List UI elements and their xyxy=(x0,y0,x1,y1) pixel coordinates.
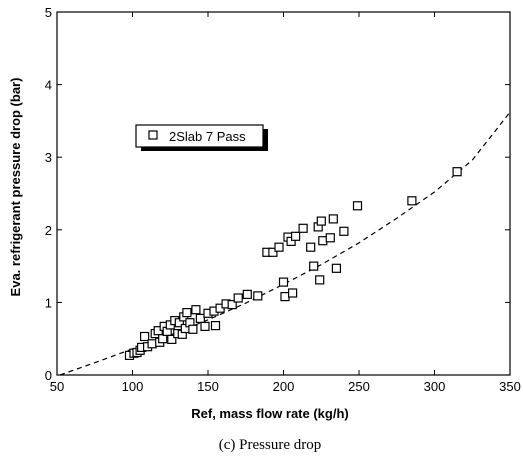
y-axis-label: Eva. refrigerant pressure drop (bar) xyxy=(8,78,23,297)
x-tick-label: 350 xyxy=(499,379,521,394)
data-point xyxy=(291,231,301,241)
data-point xyxy=(182,308,192,318)
data-point xyxy=(233,293,243,303)
y-tick-label: 0 xyxy=(45,368,52,383)
legend-box xyxy=(135,124,264,148)
y-tick-label: 4 xyxy=(45,78,52,93)
y-tick-label: 2 xyxy=(45,223,52,238)
y-tick-label: 5 xyxy=(45,5,52,20)
data-point xyxy=(253,291,263,301)
data-point xyxy=(147,339,157,349)
data-point xyxy=(227,300,237,310)
x-tick-label: 150 xyxy=(197,379,219,394)
data-point xyxy=(195,313,205,323)
plot-border xyxy=(56,11,511,376)
data-point xyxy=(339,226,349,236)
data-point xyxy=(315,275,325,285)
data-point xyxy=(352,201,363,211)
data-point xyxy=(325,233,335,243)
x-tick-label: 250 xyxy=(348,379,370,394)
x-tick-label: 50 xyxy=(50,379,64,394)
x-tick-label: 300 xyxy=(424,379,446,394)
data-point xyxy=(331,263,341,273)
data-point xyxy=(167,334,177,344)
data-point xyxy=(191,305,201,315)
data-point xyxy=(452,167,462,177)
figure-caption: (c) Pressure drop xyxy=(219,437,321,453)
data-point xyxy=(288,288,298,298)
fit-curve xyxy=(59,111,511,376)
x-tick-label: 200 xyxy=(273,379,295,394)
data-point xyxy=(278,277,289,287)
data-point xyxy=(242,289,252,299)
data-point xyxy=(268,247,278,257)
data-point xyxy=(188,324,198,334)
axis-ticks: 50 100 150 200 250 300 350 0 1 2 3 4 5 xyxy=(45,5,521,394)
data-point xyxy=(316,216,326,226)
x-tick-label: 100 xyxy=(122,379,144,394)
x-axis-label: Ref, mass flow rate (kg/h) xyxy=(191,406,348,421)
data-point xyxy=(306,242,316,252)
fit-curve-layer xyxy=(59,111,511,376)
data-point xyxy=(200,321,210,331)
legend-label: 2Slab 7 Pass xyxy=(169,129,246,144)
data-point xyxy=(280,292,290,302)
data-point xyxy=(318,236,328,246)
data-point xyxy=(210,321,221,331)
legend: 2Slab 7 Pass xyxy=(135,124,268,151)
data-point xyxy=(328,214,338,224)
data-point xyxy=(309,261,319,271)
y-tick-label: 3 xyxy=(45,150,52,165)
y-tick-label: 1 xyxy=(45,295,52,310)
data-point xyxy=(274,242,284,252)
data-point xyxy=(407,196,417,206)
data-point xyxy=(298,223,308,233)
legend-marker xyxy=(148,130,158,140)
data-point xyxy=(140,331,150,342)
plot-area xyxy=(56,11,511,376)
data-points-layer xyxy=(124,167,462,360)
